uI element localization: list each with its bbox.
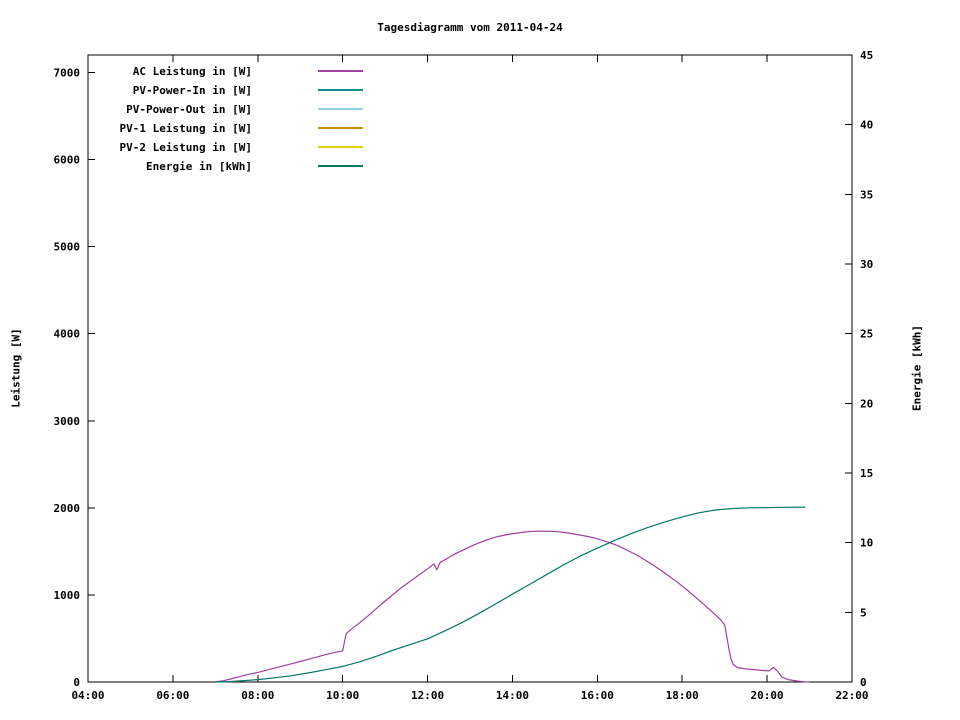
y-right-tick-label: 0 (860, 676, 867, 689)
legend-label: PV-Power-In in [W] (133, 84, 252, 97)
y-right-tick-label: 45 (860, 49, 873, 62)
legend-label: PV-Power-Out in [W] (126, 103, 252, 116)
x-tick-label: 10:00 (326, 689, 359, 702)
legend-label: Energie in [kWh] (146, 160, 252, 173)
y-left-tick-label: 7000 (54, 66, 81, 79)
x-tick-label: 12:00 (411, 689, 444, 702)
y-left-tick-label: 5000 (54, 241, 81, 254)
x-tick-label: 16:00 (581, 689, 614, 702)
legend-label: AC Leistung in [W] (133, 65, 252, 78)
y-left-tick-label: 0 (73, 676, 80, 689)
y-left-tick-label: 2000 (54, 502, 81, 515)
chart-title: Tagesdiagramm vom 2011-04-24 (377, 21, 563, 34)
y-right-tick-label: 20 (860, 397, 873, 410)
y-left-tick-label: 1000 (54, 589, 81, 602)
y-right-tick-label: 25 (860, 328, 873, 341)
x-tick-label: 18:00 (666, 689, 699, 702)
y-left-tick-label: 4000 (54, 328, 81, 341)
x-tick-label: 08:00 (241, 689, 274, 702)
x-tick-label: 04:00 (71, 689, 104, 702)
series-line-0 (215, 530, 810, 683)
y-left-tick-label: 3000 (54, 415, 81, 428)
y-right-tick-label: 5 (860, 606, 867, 619)
plot-border (87, 54, 853, 683)
y-left-tick-label: 6000 (54, 154, 81, 167)
x-tick-label: 14:00 (496, 689, 529, 702)
y-right-tick-label: 40 (860, 119, 873, 132)
series-line-5 (215, 506, 806, 683)
x-tick-label: 22:00 (835, 689, 868, 702)
legend-label: PV-2 Leistung in [W] (120, 141, 252, 154)
legend-label: PV-1 Leistung in [W] (120, 122, 252, 135)
y-right-tick-label: 35 (860, 188, 873, 201)
x-tick-label: 20:00 (751, 689, 784, 702)
y-right-tick-label: 15 (860, 467, 873, 480)
x-tick-label: 06:00 (156, 689, 189, 702)
y-right-tick-label: 10 (860, 537, 873, 550)
y-right-tick-label: 30 (860, 258, 873, 271)
